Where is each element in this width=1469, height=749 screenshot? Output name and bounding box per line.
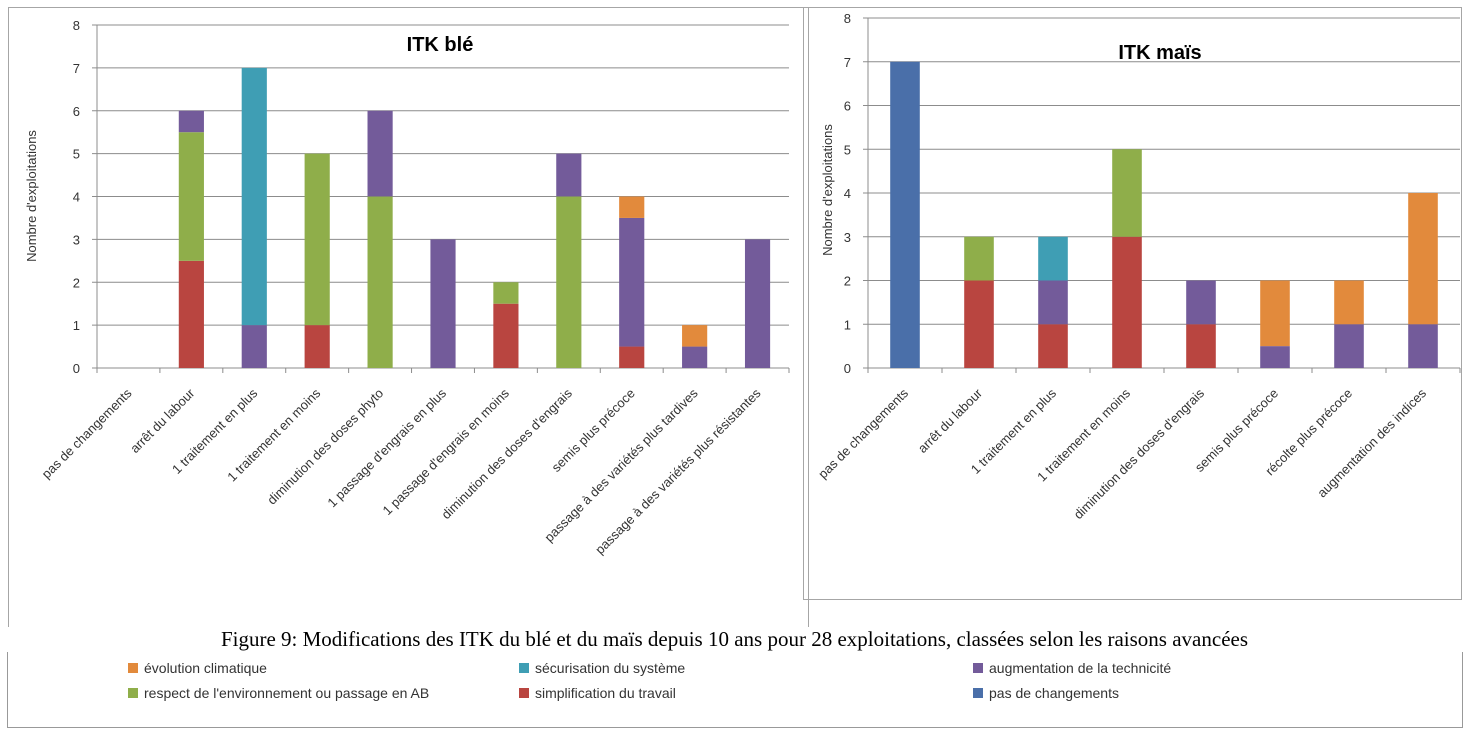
bar-segment xyxy=(682,346,708,368)
figure-caption: Figure 9: Modifications des ITK du blé e… xyxy=(220,627,1249,651)
bar-segment xyxy=(556,196,582,368)
chart-title: ITK blé xyxy=(407,34,474,56)
legend-swatch-tech xyxy=(973,663,983,673)
x-tick-label: diminution des doses phyto xyxy=(264,386,386,508)
y-tick-label: 6 xyxy=(844,99,851,114)
legend-swatch-simpl xyxy=(519,688,529,698)
bar-segment xyxy=(178,110,204,133)
legend-item-secu: sécurisation du système xyxy=(519,660,685,676)
bar-segment xyxy=(1038,324,1068,368)
bar-segment xyxy=(367,196,393,368)
x-tick-label: arrêt du labour xyxy=(127,385,198,456)
y-tick-label: 3 xyxy=(73,232,80,247)
chart-frame xyxy=(803,7,1462,600)
chart-frame xyxy=(8,7,809,627)
legend-swatch-secu xyxy=(519,663,529,673)
bar-segment xyxy=(1038,280,1068,325)
chart-mais: 0 1 2 3 4 5 6 7 8 ITK maïs Nombre d'exploitations p… xyxy=(803,7,1462,600)
bar-segment xyxy=(682,325,708,347)
y-tick-label: 6 xyxy=(73,104,80,119)
legend-label: respect de l'environnement ou passage en… xyxy=(144,685,430,701)
x-tick-label: diminution des doses d'engrais xyxy=(1071,385,1208,522)
x-tick-label: pas de changements xyxy=(815,385,911,481)
y-tick-label: 8 xyxy=(73,18,80,33)
y-tick-label: 7 xyxy=(73,61,80,76)
bar-segment xyxy=(304,325,330,368)
bar-segment xyxy=(1408,324,1438,368)
y-tick-label: 1 xyxy=(844,317,851,332)
y-tick-label: 2 xyxy=(844,274,851,289)
bar-segment xyxy=(241,325,267,368)
x-tick-label: 1 passage d'engrais en plus xyxy=(324,385,449,510)
legend-item-none: pas de changements xyxy=(973,685,1119,701)
legend-label: sécurisation du système xyxy=(535,660,686,676)
bar-segment xyxy=(178,260,204,368)
bar-segment xyxy=(619,196,645,218)
legend-item-climat: évolution climatique xyxy=(128,660,267,676)
bar-segment xyxy=(1334,324,1364,368)
y-axis-label: Nombre d'exploitations xyxy=(820,124,835,256)
bar-segment xyxy=(304,153,330,326)
legend-item-tech: augmentation de la technicité xyxy=(973,660,1171,676)
chart-ble: 0 1 2 3 4 5 6 7 8 ITK blé Nombre d'exploitations pa… xyxy=(8,7,809,627)
bar-segment xyxy=(964,236,994,281)
bar-segment xyxy=(430,239,456,368)
y-tick-label: 0 xyxy=(73,361,80,376)
y-tick-label: 2 xyxy=(73,275,80,290)
charts-area: 0 1 2 3 4 5 6 7 8 ITK blé Nombre d'exploitations pa… xyxy=(8,7,1462,627)
bar-segment xyxy=(241,67,267,326)
bar-segment xyxy=(367,110,393,197)
legend-label: pas de changements xyxy=(989,685,1119,701)
bar-segment xyxy=(1038,236,1068,281)
bar-segment xyxy=(619,217,645,347)
legend-item-simpl: simplification du travail xyxy=(519,685,676,701)
x-tick-label: arrêt du labour xyxy=(915,385,986,456)
legend-item-env: respect de l'environnement ou passage en… xyxy=(128,685,429,701)
y-tick-label: 7 xyxy=(844,55,851,70)
y-tick-label: 4 xyxy=(73,190,80,205)
bar-segment xyxy=(1186,280,1216,325)
bar-segment xyxy=(1186,324,1216,368)
bar-segment xyxy=(619,346,645,368)
y-tick-label: 1 xyxy=(73,318,80,333)
bar-segment xyxy=(744,239,771,368)
legend-swatch-none xyxy=(973,688,983,698)
legend-label: évolution climatique xyxy=(144,660,267,676)
legend-swatch-env xyxy=(128,688,138,698)
bar-segment xyxy=(493,303,519,368)
bar-segment xyxy=(890,61,920,368)
x-tick-label: diminution des doses d'engrais xyxy=(438,385,575,522)
bar-segment xyxy=(1260,280,1290,347)
bar-segment xyxy=(1112,149,1142,237)
x-tick-label: pas de changements xyxy=(39,385,135,481)
bar-segment xyxy=(964,280,994,368)
y-tick-label: 4 xyxy=(844,186,851,201)
bar-segment xyxy=(556,153,582,197)
y-axis-label: Nombre d'exploitations xyxy=(24,130,39,262)
bar-segment xyxy=(493,282,519,304)
y-tick-label: 5 xyxy=(844,142,851,157)
y-tick-label: 5 xyxy=(73,147,80,162)
y-tick-label: 0 xyxy=(844,361,851,376)
bar-segment xyxy=(1112,236,1142,368)
y-tick-label: 3 xyxy=(844,230,851,245)
y-tick-label: 8 xyxy=(844,11,851,26)
bar-segment xyxy=(1408,193,1438,325)
x-tick-label: 1 passage d'engrais en moins xyxy=(380,385,513,518)
legend: évolution climatique sécurisation du sys… xyxy=(0,652,1469,728)
legend-label: augmentation de la technicité xyxy=(989,660,1172,676)
chart-title: ITK maïs xyxy=(1118,42,1201,64)
bar-segment xyxy=(1260,346,1290,368)
legend-swatch-climat xyxy=(128,663,138,673)
legend-label: simplification du travail xyxy=(535,685,676,701)
bar-segment xyxy=(1334,280,1364,325)
bar-segment xyxy=(178,132,204,261)
